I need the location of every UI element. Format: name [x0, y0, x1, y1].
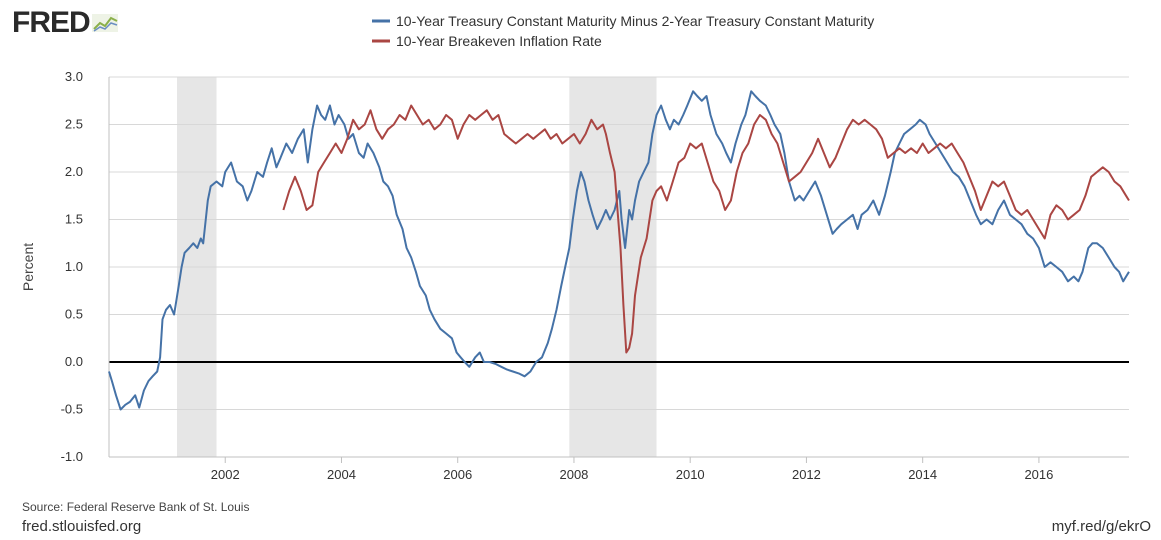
- x-tick-label: 2016: [1024, 467, 1053, 482]
- x-tick-label: 2006: [443, 467, 472, 482]
- y-axis-label: Percent: [20, 243, 36, 291]
- legend-label-1: 10-Year Breakeven Inflation Rate: [396, 33, 602, 49]
- y-tick-label: 2.0: [65, 164, 83, 179]
- y-tick-label: 0.5: [65, 307, 83, 322]
- short-link[interactable]: myf.red/g/ekrO: [1051, 518, 1151, 535]
- fred-logo-text: FRED: [12, 6, 91, 39]
- y-tick-label: 0.0: [65, 354, 83, 369]
- series-line-1: [282, 104, 1130, 354]
- y-tick-label: 2.5: [65, 117, 83, 132]
- y-tick-label: -0.5: [61, 402, 83, 417]
- x-tick-label: 2008: [559, 467, 588, 482]
- series-line-0: [108, 90, 1130, 411]
- y-tick-label: 1.0: [65, 259, 83, 274]
- x-tick-label: 2004: [327, 467, 356, 482]
- legend-label-0: 10-Year Treasury Constant Maturity Minus…: [396, 13, 874, 29]
- fred-logo[interactable]: FRED: [12, 6, 120, 40]
- x-tick-label: 2012: [792, 467, 821, 482]
- site-link[interactable]: fred.stlouisfed.org: [22, 518, 142, 535]
- source-note: Source: Federal Reserve Bank of St. Loui…: [22, 500, 250, 514]
- x-tick-label: 2014: [908, 467, 937, 482]
- x-tick-label: 2010: [676, 467, 705, 482]
- y-tick-label: -1.0: [61, 449, 83, 464]
- chart-line-icon: [91, 14, 118, 32]
- y-tick-label: 1.5: [65, 212, 83, 227]
- x-tick-label: 2002: [211, 467, 240, 482]
- y-tick-label: 3.0: [65, 69, 83, 84]
